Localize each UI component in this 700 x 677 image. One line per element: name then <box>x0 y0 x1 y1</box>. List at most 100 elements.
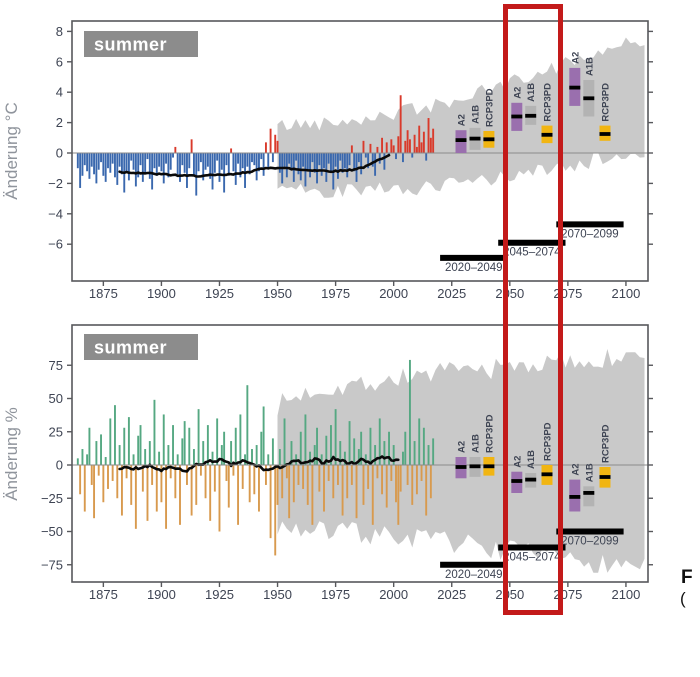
bar <box>223 153 226 193</box>
bar <box>306 465 309 505</box>
x-tick-label: 2000 <box>379 587 408 602</box>
bar <box>183 421 186 465</box>
scenario-median <box>583 96 595 101</box>
bar <box>395 153 397 160</box>
bar <box>397 136 400 153</box>
bar <box>383 441 386 465</box>
bar <box>271 438 274 465</box>
bar <box>429 137 432 153</box>
bar <box>251 449 253 465</box>
bar <box>411 465 414 505</box>
bar <box>369 427 372 465</box>
scenario-median <box>599 475 611 479</box>
bar <box>402 451 404 465</box>
footer: Wetterkapriolen im Futterbau | TK-AGFF, … <box>0 615 700 677</box>
bar <box>237 153 240 164</box>
bar <box>422 131 425 153</box>
bar <box>267 454 270 465</box>
bar <box>267 153 270 169</box>
bar <box>362 465 365 505</box>
x-tick-label: 1925 <box>205 587 234 602</box>
scenario-median <box>511 114 523 119</box>
bar <box>402 153 404 163</box>
bar <box>155 153 158 176</box>
bar <box>225 465 228 481</box>
bar <box>302 153 305 167</box>
bar <box>432 438 435 465</box>
bar <box>120 153 123 175</box>
bar <box>323 153 325 169</box>
period-bar: 2020–2049 <box>440 254 508 274</box>
bar <box>95 441 98 465</box>
bar <box>371 153 374 167</box>
x-tick-label: 1950 <box>263 587 292 602</box>
bar <box>332 465 335 499</box>
bar <box>86 153 89 172</box>
bar <box>83 153 86 166</box>
bar <box>299 431 302 465</box>
bar <box>432 128 435 153</box>
partial-caption-text: ( <box>680 589 686 608</box>
bar <box>288 465 291 519</box>
bar <box>239 153 242 178</box>
bar <box>313 445 316 465</box>
scenario-median <box>525 477 537 482</box>
bar <box>313 153 316 173</box>
bar <box>367 465 370 489</box>
highlight-rectangle <box>503 4 563 615</box>
bar <box>246 153 249 167</box>
bar <box>309 153 312 178</box>
bar <box>162 414 165 465</box>
y-tick-label: 50 <box>49 391 63 406</box>
bar <box>111 465 114 481</box>
bar <box>360 431 363 465</box>
bar <box>100 153 102 163</box>
bar <box>297 153 300 175</box>
plot-frame <box>71 20 649 282</box>
bar <box>204 153 207 170</box>
bar <box>211 153 214 190</box>
scenario-median <box>583 491 595 495</box>
bar <box>97 465 100 476</box>
bar <box>404 431 407 465</box>
scenario-median <box>483 137 495 142</box>
scenario-label: RCP3PD <box>601 83 612 122</box>
bar <box>369 143 372 153</box>
bar <box>118 445 121 465</box>
bar <box>278 449 281 465</box>
bar <box>148 153 151 179</box>
bar <box>209 153 212 179</box>
bar <box>232 153 235 172</box>
season-badge <box>84 31 198 57</box>
bar <box>95 153 98 184</box>
bar <box>404 140 407 153</box>
bar <box>241 153 244 169</box>
bar <box>116 153 119 185</box>
scenario-label: A1B <box>584 57 595 76</box>
bar <box>88 427 91 465</box>
observed-bars <box>76 95 435 196</box>
bar <box>197 153 200 172</box>
bar <box>427 445 430 465</box>
bar <box>179 153 181 182</box>
scenario-label: A1B <box>526 83 537 102</box>
bar <box>320 153 323 176</box>
x-tick-label: 2100 <box>611 587 640 602</box>
bar <box>297 465 300 485</box>
bar <box>390 139 393 153</box>
bar <box>343 451 346 465</box>
y-tick-label: 2 <box>56 115 63 130</box>
scenario-label: A2 <box>512 456 523 468</box>
y-tick-label: 75 <box>49 358 63 373</box>
bar <box>336 153 339 179</box>
bar <box>160 153 163 172</box>
bar <box>311 465 314 525</box>
bar <box>125 465 128 479</box>
bar <box>195 465 198 505</box>
x-tick-label: 2000 <box>379 286 408 301</box>
bar <box>381 465 384 495</box>
scenario-label: RCP3PD <box>543 83 554 122</box>
